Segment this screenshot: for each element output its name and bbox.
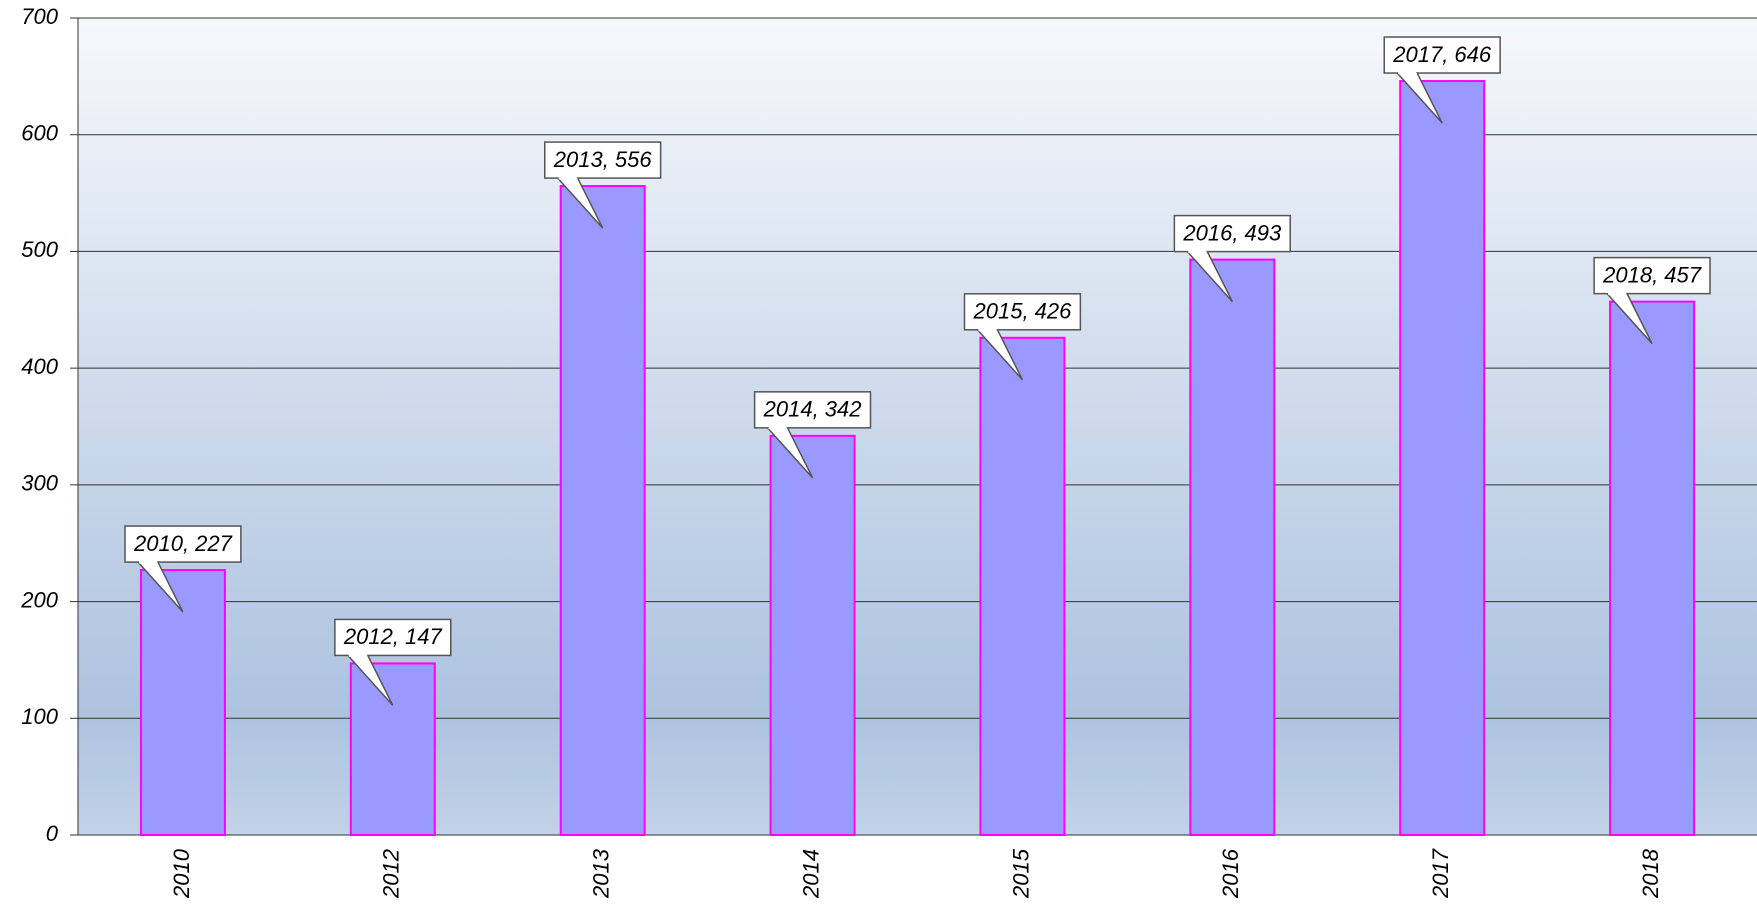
data-callout: 2014, 342 [753,391,872,479]
bar [559,185,646,837]
x-tick-label: 2014 [798,849,823,899]
bar [139,569,226,837]
data-callout: 2015, 426 [963,293,1082,381]
bar [769,434,856,836]
x-tick-label: 2012 [379,849,404,899]
callout-tail [1606,293,1653,345]
bar [1399,80,1486,837]
data-label: 2012, 147 [343,624,443,649]
data-label: 2010, 227 [133,531,233,556]
data-callout: 2016, 493 [1173,214,1291,303]
data-callout: 2018, 457 [1593,256,1711,345]
x-tick-label: 2013 [589,848,614,899]
callout-tail [557,177,604,229]
callout-tail [767,427,814,479]
y-tick-label: 300 [21,471,58,496]
y-tick-label: 0 [46,821,59,846]
y-tick-label: 400 [21,354,58,379]
data-label: 2014, 342 [763,397,862,422]
y-tick-label: 200 [20,587,58,612]
data-label: 2015, 426 [973,299,1073,324]
y-tick-label: 100 [21,704,58,729]
y-tick-label: 700 [21,4,58,29]
callout-box [1593,256,1711,295]
callout-box [963,293,1082,331]
data-callout: 2013, 556 [544,141,662,229]
y-tick-label: 600 [21,121,58,146]
callout-tail [347,654,394,706]
callout-tail [1396,72,1443,124]
bar [1609,300,1696,836]
bar [349,662,436,836]
data-label: 2017, 646 [1392,42,1492,67]
data-label: 2018, 457 [1602,262,1702,287]
plot-area [78,18,1757,835]
callout-tail [137,561,184,613]
data-callout: 2012, 147 [334,618,452,706]
callout-box [1383,36,1501,74]
x-tick-label: 2016 [1218,848,1243,899]
bar [979,336,1066,836]
callout-tail [976,329,1024,381]
data-callout: 2017, 646 [1383,36,1501,124]
callout-box [1173,214,1291,253]
callout-box [753,391,872,429]
callout-box [544,141,662,179]
x-tick-label: 2015 [1008,848,1033,899]
x-tick-label: 2017 [1428,848,1453,899]
data-label: 2016, 493 [1182,220,1282,245]
x-tick-label: 2018 [1638,848,1663,899]
callout-box [334,618,452,657]
callout-box [124,525,242,563]
data-label: 2013, 556 [553,147,653,172]
data-callout: 2010, 227 [124,525,242,613]
y-tick-label: 500 [21,237,58,262]
x-tick-label: 2010 [169,848,194,899]
callout-tail [1186,251,1233,303]
bar [1189,258,1276,836]
